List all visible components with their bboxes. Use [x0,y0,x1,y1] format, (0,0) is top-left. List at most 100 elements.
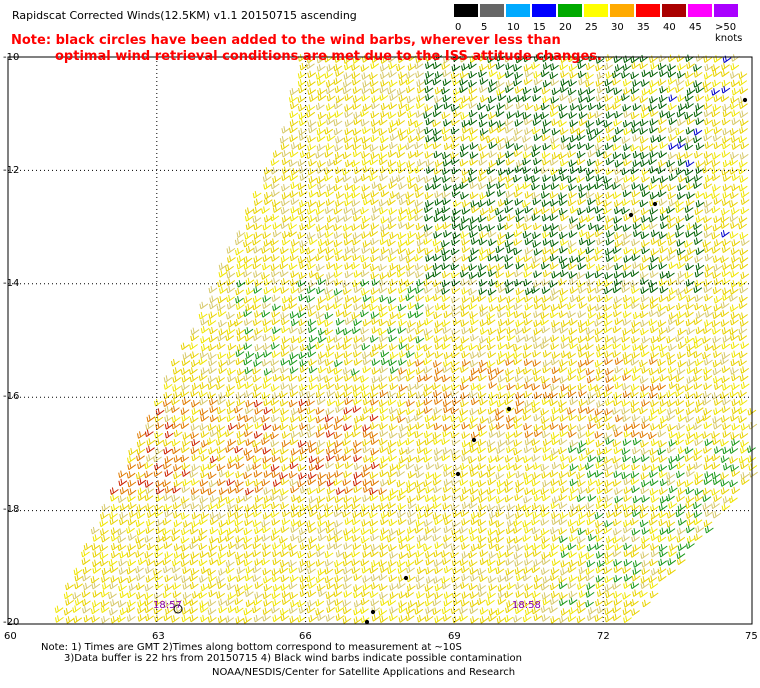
wind-barb [469,142,479,150]
wind-barb [442,159,452,167]
wind-barb [729,214,739,222]
wind-barb [594,253,603,262]
wind-barb [675,374,685,383]
wind-barb [505,85,514,94]
wind-barb [171,534,180,542]
wind-barb [289,214,299,222]
wind-barb [370,598,380,607]
wind-barb [326,215,336,223]
wind-barb [550,448,560,456]
wind-barb [621,152,631,160]
wind-barb [362,424,372,432]
wind-barb [297,519,307,528]
wind-barb [666,304,675,312]
wind-barb [243,256,253,264]
wind-barb [351,526,361,534]
wind-barb [479,128,489,136]
wind-barb [496,304,506,312]
wind-barb [658,510,668,519]
wind-barb [351,368,360,376]
wind-barb [389,141,398,150]
wind-barb [487,55,496,64]
wind-barb [693,128,703,136]
wind-barb [587,613,596,622]
wind-barb [378,199,388,207]
wind-barb [639,144,649,152]
wind-barb [289,478,299,487]
wind-barb [693,135,702,144]
wind-barb [685,487,695,495]
wind-barb [640,207,650,216]
wind-barb [379,310,388,318]
wind-barb [414,310,424,319]
wind-barb [594,542,604,550]
wind-barb [720,69,730,78]
wind-barb [612,134,622,143]
wind-barb [352,495,362,504]
wind-barb [469,469,479,478]
wind-barb [315,151,324,159]
wind-barb [523,318,533,326]
wind-barb [631,320,641,328]
wind-barb [72,592,82,600]
wind-barb [740,190,750,198]
wind-barb [614,167,623,175]
wind-barb [486,342,496,351]
wind-barb [488,150,498,159]
wind-barb [245,351,255,359]
wind-barb [586,238,596,246]
wind-barb [622,63,632,72]
wind-barb [479,549,489,558]
wind-barb [569,463,579,472]
wind-barb [478,237,488,246]
wind-barb [380,350,390,358]
wind-barb [74,581,83,590]
wind-barb [621,471,631,480]
wind-barb [542,224,552,232]
wind-barb [486,335,496,344]
wind-barb [659,374,669,382]
wind-barb [228,423,237,431]
wind-barb [190,389,200,398]
wind-barb [252,302,262,311]
wind-barb [380,102,390,111]
wind-barb [243,269,252,278]
wind-barb [452,567,462,575]
wind-barb [495,408,504,416]
wind-barb [641,536,650,544]
wind-barb [433,335,443,344]
wind-barb [82,573,91,582]
wind-barb [504,102,514,111]
wind-barb [82,606,91,614]
wind-barb [271,606,280,614]
wind-barb [721,198,731,207]
wind-barb [569,126,579,135]
wind-barb [154,573,164,582]
wind-barb [504,136,514,144]
wind-barb [352,78,361,86]
wind-barb [424,141,433,150]
wind-barb [433,390,442,398]
wind-barb [630,301,640,310]
wind-barb [407,429,416,438]
wind-barb [524,303,534,311]
wind-barb [480,95,489,103]
wind-barb [316,176,326,184]
wind-barb [91,543,101,551]
wind-barb [522,86,532,95]
wind-barb [315,575,325,584]
wind-barb [506,333,516,342]
wind-barb [559,326,569,334]
wind-barb [198,373,208,382]
wind-barb [432,182,441,190]
wind-barb [317,160,326,168]
wind-barb [333,247,343,256]
wind-barb [315,102,325,111]
wind-barb [739,262,749,270]
wind-barb [207,318,217,327]
wind-barb [119,511,129,520]
wind-barb [253,222,263,231]
wind-barb [729,287,739,295]
wind-barb [468,101,478,109]
wind-barb [632,79,641,87]
